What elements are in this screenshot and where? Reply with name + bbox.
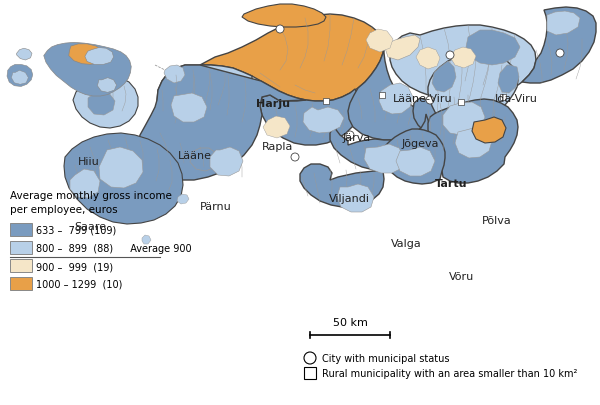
Text: Lääne: Lääne bbox=[178, 151, 212, 161]
Polygon shape bbox=[413, 93, 505, 142]
Text: Viljandi: Viljandi bbox=[329, 194, 370, 203]
Text: 900 –  999  (19): 900 – 999 (19) bbox=[36, 261, 113, 271]
Bar bbox=[379, 93, 385, 99]
Text: Harju: Harju bbox=[256, 98, 290, 108]
Polygon shape bbox=[384, 36, 420, 61]
Polygon shape bbox=[366, 30, 393, 53]
Text: City with municipal status: City with municipal status bbox=[322, 353, 449, 363]
Polygon shape bbox=[88, 92, 115, 116]
Circle shape bbox=[291, 153, 299, 162]
Bar bbox=[10, 259, 32, 272]
Polygon shape bbox=[300, 164, 384, 207]
Text: Ida-Viru: Ida-Viru bbox=[494, 94, 538, 104]
Circle shape bbox=[276, 26, 284, 34]
Text: Tartu: Tartu bbox=[435, 178, 467, 188]
Text: 800 –  899  (88): 800 – 899 (88) bbox=[36, 243, 113, 254]
Polygon shape bbox=[97, 79, 116, 93]
Polygon shape bbox=[522, 8, 596, 84]
Polygon shape bbox=[416, 48, 440, 70]
Circle shape bbox=[346, 132, 354, 140]
Polygon shape bbox=[64, 134, 183, 224]
Bar bbox=[10, 277, 32, 290]
Polygon shape bbox=[472, 118, 506, 144]
Text: Rural municipality with an area smaller than 10 km²: Rural municipality with an area smaller … bbox=[322, 368, 577, 378]
Text: 50 km: 50 km bbox=[332, 317, 367, 327]
Polygon shape bbox=[396, 148, 435, 177]
Polygon shape bbox=[142, 235, 151, 244]
Polygon shape bbox=[99, 148, 143, 189]
Text: Põlva: Põlva bbox=[482, 216, 512, 226]
Circle shape bbox=[304, 352, 316, 364]
Polygon shape bbox=[177, 194, 189, 205]
Text: Järva: Järva bbox=[342, 133, 371, 143]
Polygon shape bbox=[11, 71, 28, 85]
Polygon shape bbox=[190, 149, 218, 172]
Polygon shape bbox=[138, 66, 306, 181]
Polygon shape bbox=[85, 48, 113, 65]
Polygon shape bbox=[466, 31, 520, 66]
Bar bbox=[500, 95, 506, 101]
Polygon shape bbox=[348, 46, 426, 141]
Polygon shape bbox=[69, 45, 106, 65]
Polygon shape bbox=[263, 117, 290, 139]
Bar bbox=[10, 241, 32, 254]
Polygon shape bbox=[303, 108, 344, 134]
Text: Average monthly gross income: Average monthly gross income bbox=[10, 190, 172, 200]
Polygon shape bbox=[498, 66, 519, 94]
Polygon shape bbox=[337, 185, 374, 213]
Text: 1000 – 1299  (10): 1000 – 1299 (10) bbox=[36, 279, 122, 289]
Polygon shape bbox=[390, 26, 536, 103]
Polygon shape bbox=[70, 170, 100, 198]
Polygon shape bbox=[242, 5, 326, 28]
Text: Jõgeva: Jõgeva bbox=[401, 139, 439, 149]
Circle shape bbox=[556, 50, 564, 58]
Polygon shape bbox=[379, 84, 413, 115]
Polygon shape bbox=[171, 94, 207, 123]
Text: Hiiu: Hiiu bbox=[78, 157, 100, 167]
Text: per employee, euros: per employee, euros bbox=[10, 205, 118, 215]
Text: Valga: Valga bbox=[391, 239, 422, 249]
Polygon shape bbox=[443, 103, 485, 136]
Circle shape bbox=[426, 97, 434, 105]
Text: Average 900: Average 900 bbox=[124, 243, 191, 254]
Text: Lääne-Viru: Lääne-Viru bbox=[393, 94, 453, 104]
Polygon shape bbox=[44, 43, 131, 97]
Bar bbox=[10, 224, 32, 237]
Polygon shape bbox=[364, 145, 405, 174]
Text: Pärnu: Pärnu bbox=[200, 202, 232, 211]
Polygon shape bbox=[164, 66, 185, 84]
Polygon shape bbox=[428, 100, 518, 183]
Polygon shape bbox=[260, 90, 360, 146]
Bar bbox=[304, 367, 316, 379]
Polygon shape bbox=[547, 12, 580, 36]
Text: 633 –  799 (109): 633 – 799 (109) bbox=[36, 226, 116, 235]
Polygon shape bbox=[330, 115, 432, 172]
Polygon shape bbox=[200, 15, 384, 102]
Text: Võru: Võru bbox=[449, 271, 475, 281]
Polygon shape bbox=[157, 66, 252, 133]
Text: Saare: Saare bbox=[74, 222, 106, 232]
Text: Rapla: Rapla bbox=[262, 142, 293, 151]
Polygon shape bbox=[455, 128, 492, 159]
Polygon shape bbox=[382, 130, 445, 185]
Circle shape bbox=[446, 52, 454, 60]
Polygon shape bbox=[7, 65, 33, 87]
Bar bbox=[323, 99, 329, 105]
Polygon shape bbox=[432, 62, 456, 93]
Polygon shape bbox=[450, 48, 476, 69]
Polygon shape bbox=[210, 148, 243, 177]
Bar bbox=[458, 100, 464, 106]
Polygon shape bbox=[73, 77, 138, 129]
Polygon shape bbox=[17, 49, 32, 61]
Polygon shape bbox=[428, 53, 518, 142]
